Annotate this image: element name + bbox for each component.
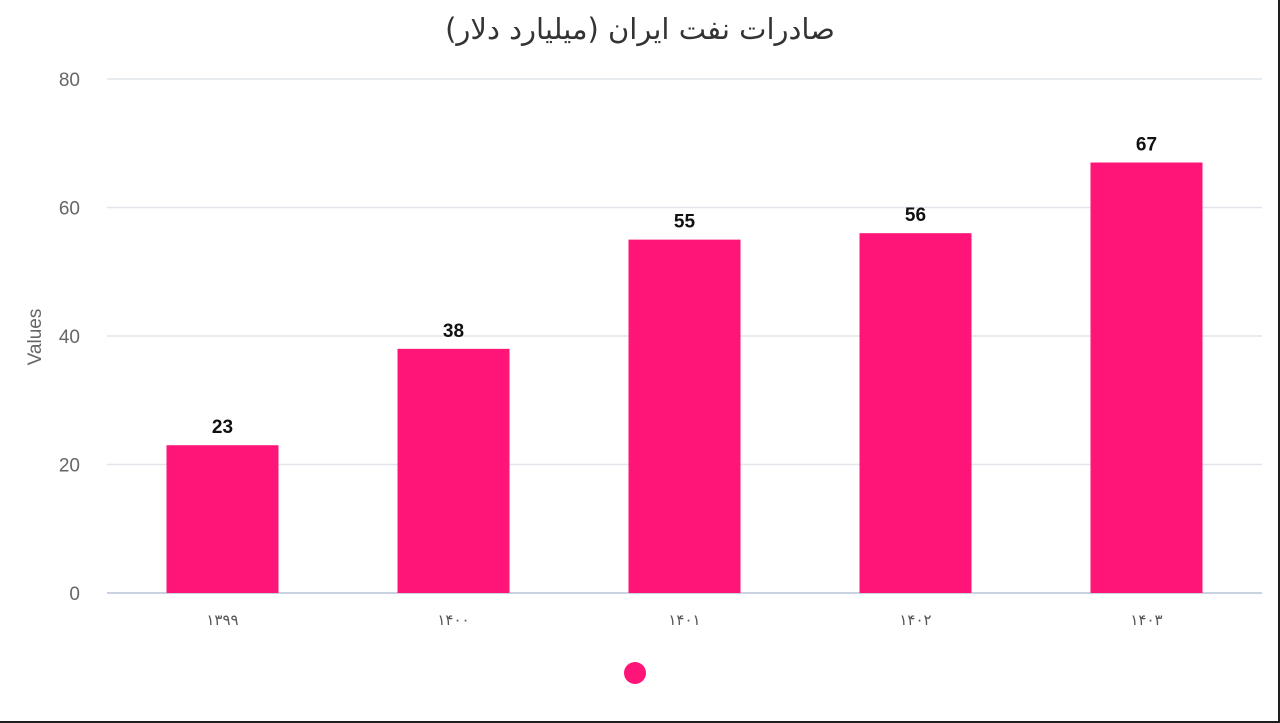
data-label: 55 <box>674 212 696 233</box>
x-tick-label: ۱۴۰۰ <box>437 611 469 629</box>
bar-1[interactable] <box>166 445 279 593</box>
bars: 23 38 55 56 67 <box>166 135 1203 593</box>
data-label: 23 <box>212 417 233 438</box>
chart-title: صادرات نفت ایران (میلیارد دلار) <box>445 12 835 46</box>
data-label: 56 <box>905 205 926 226</box>
data-label: 67 <box>1136 135 1157 156</box>
bar-2[interactable] <box>397 348 510 593</box>
y-axis-ticks: 0 20 40 60 80 <box>59 70 80 605</box>
legend-marker[interactable] <box>624 662 646 684</box>
x-axis-ticks: ۱۳۹۹ ۱۴۰۰ ۱۴۰۱ ۱۴۰۲ ۱۴۰۳ <box>206 611 1162 629</box>
bar-5[interactable] <box>1090 162 1203 593</box>
y-tick-label: 80 <box>59 70 80 91</box>
y-tick-label: 20 <box>59 456 80 477</box>
x-tick-label: ۱۴۰۱ <box>668 611 700 629</box>
bar-4[interactable] <box>859 233 972 593</box>
y-tick-label: 0 <box>69 584 80 605</box>
y-tick-label: 60 <box>59 199 80 220</box>
data-label: 38 <box>443 321 464 342</box>
y-tick-label: 40 <box>59 327 80 348</box>
x-tick-label: ۱۴۰۲ <box>899 611 931 629</box>
x-tick-label: ۱۴۰۳ <box>1130 611 1162 629</box>
x-tick-label: ۱۳۹۹ <box>206 611 238 629</box>
bar-3[interactable] <box>628 239 741 593</box>
y-axis-title: Values <box>25 309 46 366</box>
